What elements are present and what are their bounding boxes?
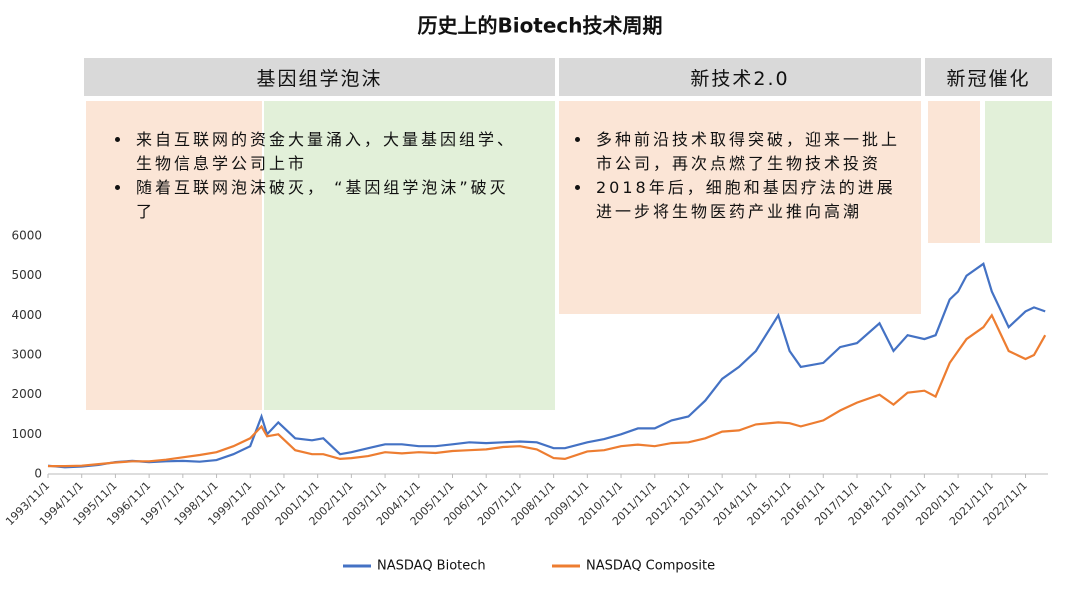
legend-label: NASDAQ Composite [586,559,715,574]
legend-label: NASDAQ Biotech [377,559,486,574]
y-tick-label: 2000 [11,387,42,401]
crash-phase [264,101,555,410]
chart-title: 历史上的Biotech技术周期 [417,14,662,38]
bullet: 2018年后，细胞和基因疗法的进展进一步将生物医药产业推向高潮 [592,176,900,224]
bullet: 随着互联网泡沫破灭， “基因组学泡沫”破灭了 [132,176,520,224]
section-title: 基因组学泡沫 [84,58,555,96]
tech-phase [559,101,921,314]
covid-fall [985,101,1052,243]
y-tick-label: 5000 [11,268,42,282]
series-line [47,262,1046,469]
y-tick-label: 3000 [11,348,42,362]
bubble-phase [86,101,262,410]
section-title: 新冠催化 [925,58,1052,96]
section-title: 新技术2.0 [559,58,921,96]
y-tick-label: 0 [34,467,42,481]
y-tick-label: 1000 [11,427,42,441]
y-tick-label: 6000 [11,229,42,243]
covid-rise [928,101,980,243]
y-tick-label: 4000 [11,308,42,322]
notes: 来自互联网的资金大量涌入，大量基因组学、生物信息学公司上市 随着互联网泡沫破灭，… [100,128,520,224]
bullet: 多种前沿技术取得突破，迎来一批上市公司，再次点燃了生物技术投资 [592,128,900,176]
notes: 多种前沿技术取得突破，迎来一批上市公司，再次点燃了生物技术投资 2018年后，细… [560,128,900,224]
bullet: 来自互联网的资金大量涌入，大量基因组学、生物信息学公司上市 [132,128,520,176]
series-line [48,313,1047,468]
